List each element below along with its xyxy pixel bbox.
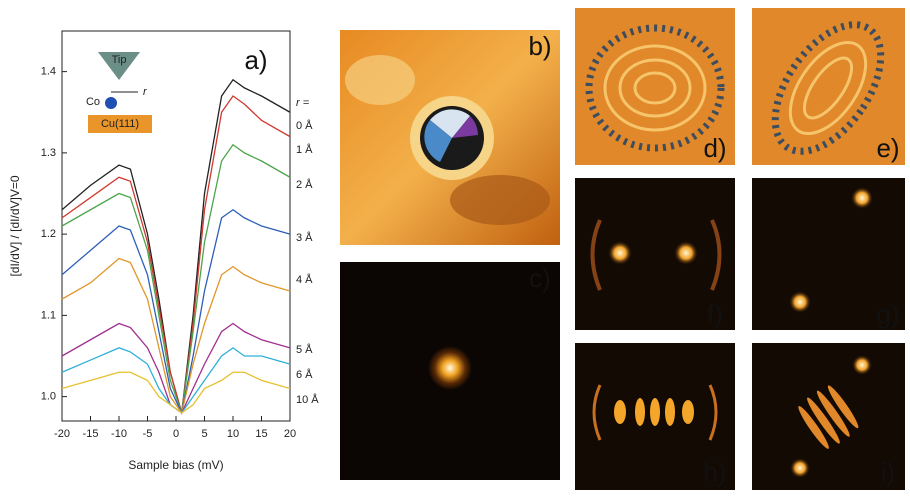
panel-label: f) <box>707 299 723 329</box>
image-h <box>575 343 735 490</box>
legend-label: 0 Å <box>296 119 313 132</box>
x-tick-label: 15 <box>255 428 267 440</box>
legend-label: 10 Å <box>296 393 319 406</box>
inset-atom: Co <box>86 96 100 108</box>
x-tick-label: 10 <box>227 428 239 440</box>
series-line <box>61 257 291 415</box>
series-line <box>61 347 291 414</box>
image-i <box>752 343 905 490</box>
x-axis-label: Sample bias (mV) <box>128 458 223 472</box>
y-tick-label: 1.3 <box>41 147 56 159</box>
plot-frame <box>61 30 291 422</box>
series-line <box>61 95 291 414</box>
panel-label: b) <box>528 31 551 61</box>
x-tick-label: -20 <box>54 428 70 440</box>
image-e <box>752 8 905 165</box>
panel-label: e) <box>876 133 899 163</box>
legend-label: 6 Å <box>296 368 313 381</box>
inset-tip: Tip <box>112 54 127 66</box>
inset-distance: r <box>143 86 148 98</box>
legend-label: 3 Å <box>296 231 313 244</box>
series-line <box>61 208 291 415</box>
panel-label: d) <box>703 133 726 163</box>
y-tick-label: 1.1 <box>41 309 56 321</box>
legend-label: 4 Å <box>296 273 313 286</box>
image-f <box>575 178 735 330</box>
image-c <box>340 262 560 480</box>
x-tick-label: -10 <box>111 428 127 440</box>
x-tick-label: 0 <box>173 428 179 440</box>
panel-label: h) <box>703 457 726 487</box>
legend-label: 2 Å <box>296 178 313 191</box>
y-axis-label: [dI/dV] / [dI/dV]V=0 <box>8 175 22 276</box>
image-d <box>575 8 735 165</box>
y-tick-label: 1.0 <box>41 391 56 403</box>
series-line <box>61 371 291 414</box>
x-tick-label: 5 <box>201 428 207 440</box>
legend-label: 5 Å <box>296 343 313 356</box>
panel-label: i) <box>881 457 895 487</box>
legend-label: 1 Å <box>296 143 313 156</box>
x-tick-label: 20 <box>284 428 296 440</box>
panel-label: g) <box>876 299 899 329</box>
inset-surface: Cu(111) <box>101 118 139 130</box>
panel-label: a) <box>244 45 267 75</box>
y-tick-label: 1.2 <box>41 228 56 240</box>
legend-title: r = <box>296 97 310 109</box>
panel-label: c) <box>529 263 551 293</box>
inset <box>88 52 152 133</box>
image-b <box>340 30 560 245</box>
y-tick-label: 1.4 <box>41 66 56 78</box>
x-tick-label: -5 <box>143 428 153 440</box>
x-tick-label: -15 <box>83 428 99 440</box>
image-g <box>752 178 905 330</box>
